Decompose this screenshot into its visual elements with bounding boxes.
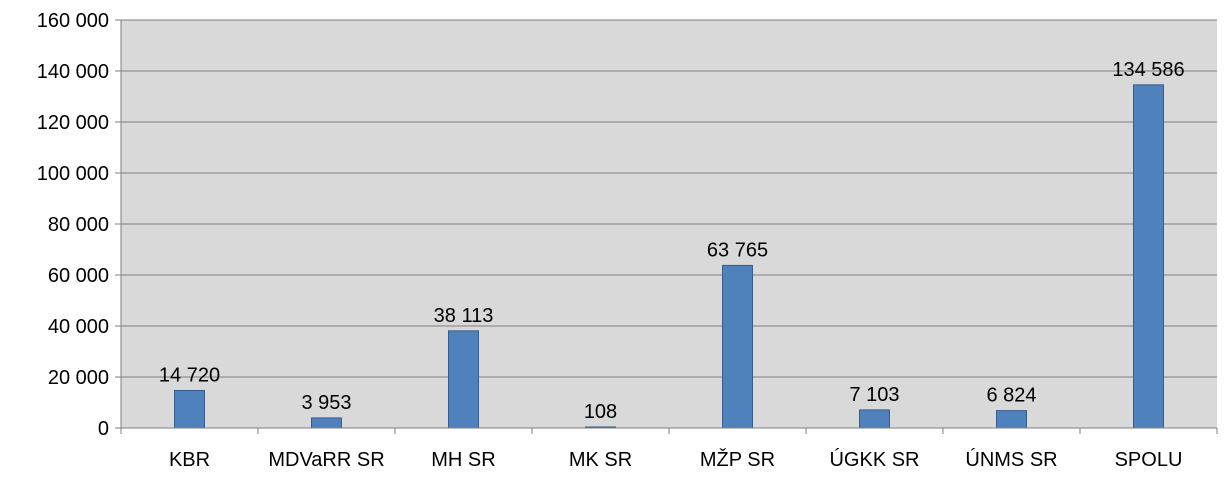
category-label: MŽP SR (700, 448, 775, 471)
y-tick-label: 160 000 (37, 10, 109, 32)
y-tick-label: 100 000 (37, 163, 109, 185)
data-label: 14 720 (159, 364, 220, 386)
y-axis-tick-labels: 0 20 000 40 000 60 000 80 000 100 000 120 000 1… (37, 10, 121, 440)
data-label: 134 586 (1112, 59, 1184, 81)
bar-6 (996, 410, 1027, 429)
category-label: KBR (169, 449, 210, 471)
category-label: MH SR (431, 449, 495, 471)
category-label: ÚGKK SR (829, 448, 919, 471)
data-label: 7 103 (849, 384, 899, 406)
x-axis-category-labels: KBR MDVaRR SR MH SR MK SR MŽP SR ÚGKK SR ÚNMS … (169, 448, 1182, 471)
gridlines (121, 19, 1217, 378)
y-tick-label: 140 000 (37, 61, 109, 83)
data-label: 3 953 (301, 392, 351, 414)
data-label: 6 824 (986, 385, 1036, 407)
data-label: 63 765 (707, 239, 768, 261)
bar-2 (448, 330, 479, 429)
data-label: 108 (584, 401, 617, 423)
category-label: ÚNMS SR (965, 448, 1057, 471)
category-label: MK SR (569, 449, 632, 471)
bar-7 (1133, 84, 1164, 429)
y-tick-label: 20 000 (48, 367, 109, 389)
y-tick-label: 0 (98, 418, 109, 440)
data-label: 38 113 (434, 305, 494, 327)
bar-1 (311, 417, 342, 429)
bar-5 (859, 409, 890, 429)
y-tick-label: 80 000 (48, 214, 109, 236)
y-tick-label: 40 000 (48, 316, 109, 338)
bar-0 (174, 389, 205, 429)
category-label: MDVaRR SR (268, 449, 384, 471)
y-tick-label: 120 000 (37, 112, 109, 134)
bar-4 (722, 264, 753, 429)
y-tick-label: 60 000 (48, 265, 109, 287)
data-labels: 14 720 3 953 38 113 108 63 765 7 103 6 824 134 … (159, 59, 1185, 423)
bars (174, 84, 1164, 429)
x-axis-tick-marks (120, 428, 1218, 434)
category-label: SPOLU (1115, 449, 1183, 471)
